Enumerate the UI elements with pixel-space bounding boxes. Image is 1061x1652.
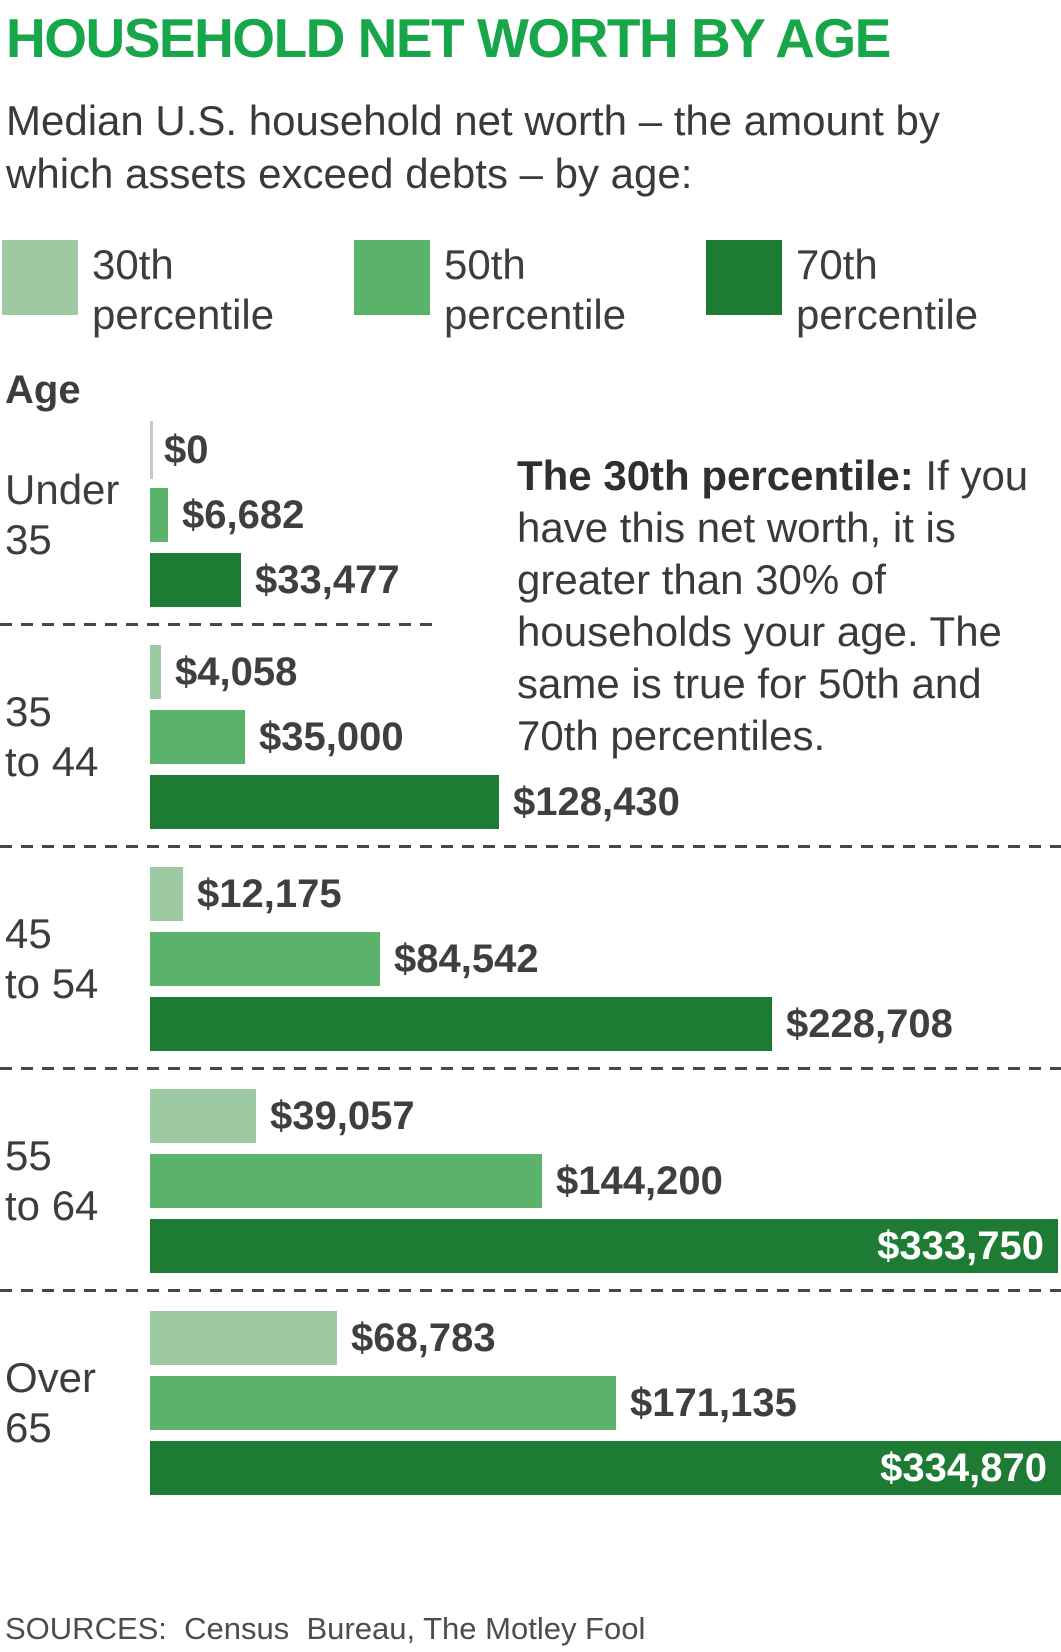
bar-row: $68,783: [150, 1311, 1061, 1365]
bar-50th-percentile: [150, 1376, 616, 1430]
group-divider: [0, 845, 1061, 848]
age-group-label-line: to 54: [5, 960, 99, 1007]
age-group-label-line: Under: [5, 466, 120, 513]
bar-30th-percentile: [150, 645, 161, 699]
bar-value-label: $33,477: [255, 557, 400, 602]
bar-row: $35,000: [150, 710, 1061, 764]
legend-label: 70th percentile: [796, 241, 979, 338]
bar-value-label: $171,135: [630, 1380, 797, 1425]
age-group-label-line: 35: [5, 516, 52, 563]
bar-row: $6,682: [150, 488, 1061, 542]
bar-value-label: $128,430: [513, 779, 680, 824]
legend-item: 70th percentile: [706, 240, 1058, 340]
bar-value-label: $228,708: [786, 1001, 953, 1046]
bar-70th-percentile: [150, 997, 772, 1051]
bar-50th-percentile: [150, 710, 245, 764]
bar-value-label: $0: [164, 427, 209, 472]
bar-row: $334,870: [150, 1441, 1061, 1495]
bar-row: $39,057: [150, 1089, 1061, 1143]
group-divider: [0, 1289, 1061, 1292]
bar-30th-percentile: [150, 867, 183, 921]
age-group: Under 35 $0 $6,682 $33,477: [0, 421, 1061, 607]
bar-value-label: $144,200: [556, 1158, 723, 1203]
bars-area: $0 $6,682 $33,477: [150, 421, 1061, 607]
source-credit: SOURCES: Census Bureau, The Motley Fool …: [5, 1539, 1061, 1652]
age-group: 45 to 54 $12,175 $84,542 $228,708: [0, 867, 1061, 1051]
age-group-label-line: to 44: [5, 738, 99, 785]
legend-label: 50th percentile: [444, 241, 627, 338]
bar-50th-percentile: [150, 488, 168, 542]
annotation-body: If you have this net worth, it is greate…: [517, 452, 1029, 759]
bar-row: $33,477: [150, 553, 1061, 607]
bar-30th-percentile: [150, 1089, 256, 1143]
bar-value-label: $334,870: [880, 1445, 1047, 1490]
bar-70th-percentile: $334,870: [150, 1441, 1061, 1495]
chart-subtitle: Median U.S. household net worth – the am…: [6, 97, 940, 197]
legend-item: 50th percentile: [354, 240, 706, 340]
age-group-label: 45 to 54: [0, 867, 150, 1051]
bar-row: $171,135: [150, 1376, 1061, 1430]
bar-value-label: $6,682: [182, 492, 305, 537]
bar-70th-percentile: [150, 775, 499, 829]
age-group-label-line: to 64: [5, 1182, 99, 1229]
group-divider: [0, 1067, 1061, 1070]
bars-area: $39,057 $144,200 $333,750: [150, 1089, 1061, 1273]
bar-50th-percentile: [150, 932, 380, 986]
bar-value-label: $68,783: [351, 1315, 496, 1360]
legend-swatch-icon: [2, 240, 78, 315]
age-group-label-line: 55: [5, 1132, 52, 1179]
age-group: 35 to 44 $4,058 $35,000 $128,430: [0, 645, 1061, 829]
age-group-label: 55 to 64: [0, 1089, 150, 1273]
legend-item: 30th percentile: [2, 240, 354, 340]
bars-area: $4,058 $35,000 $128,430: [150, 645, 1061, 829]
bar-value-label: $84,542: [394, 936, 539, 981]
age-group: 55 to 64 $39,057 $144,200 $333,750: [0, 1089, 1061, 1273]
y-axis-title: Age: [5, 368, 81, 412]
bars-area: $68,783 $171,135 $334,870: [150, 1311, 1061, 1495]
age-group-label-line: 65: [5, 1404, 52, 1451]
bar-row: $4,058: [150, 645, 1061, 699]
legend-label: 30th percentile: [92, 241, 275, 338]
bar-70th-percentile: [150, 553, 241, 607]
age-group: Over 65 $68,783 $171,135 $334,870: [0, 1311, 1061, 1495]
page-title: HOUSEHOLD NET WORTH BY AGE: [6, 7, 891, 69]
bar-70th-percentile: $333,750: [150, 1219, 1058, 1273]
age-group-label-line: 45: [5, 910, 52, 957]
bar-value-label: $333,750: [877, 1223, 1044, 1268]
annotation: The 30th percentile: If you have this ne…: [517, 450, 1061, 762]
bars-area: $12,175 $84,542 $228,708: [150, 867, 1061, 1051]
chart: Under 35 $0 $6,682 $33,477 35 to 44 $4,058 $35,0…: [0, 421, 1061, 1495]
bar-row: $228,708: [150, 997, 1061, 1051]
bar-row: $144,200: [150, 1154, 1061, 1208]
bar-row: $84,542: [150, 932, 1061, 986]
legend-swatch-icon: [354, 240, 430, 315]
annotation-bold-lead: The 30th percentile:: [517, 452, 914, 499]
bar-row: $0: [150, 421, 1061, 479]
age-group-label-line: 35: [5, 688, 52, 735]
legend-swatch-icon: [706, 240, 782, 315]
group-divider: [0, 623, 437, 626]
bar-30th-percentile: [150, 1311, 337, 1365]
legend: 30th percentile 50th percentile 70th perce…: [2, 240, 1061, 340]
age-group-label: 35 to 44: [0, 645, 150, 829]
age-group-label: Over 65: [0, 1311, 150, 1495]
bar-row: $333,750: [150, 1219, 1061, 1273]
sources-line: SOURCES: Census Bureau, The Motley Fool: [5, 1611, 646, 1646]
age-group-label: Under 35: [0, 423, 150, 607]
bar-value-label: $39,057: [270, 1093, 415, 1138]
bar-row: $128,430: [150, 775, 1061, 829]
bar-row: $12,175: [150, 867, 1061, 921]
age-group-label-line: Over: [5, 1354, 97, 1401]
bar-value-label: $4,058: [175, 649, 298, 694]
bar-value-label: $35,000: [259, 714, 404, 759]
bar-50th-percentile: [150, 1154, 542, 1208]
axis-baseline: [150, 421, 153, 479]
bar-value-label: $12,175: [197, 871, 342, 916]
